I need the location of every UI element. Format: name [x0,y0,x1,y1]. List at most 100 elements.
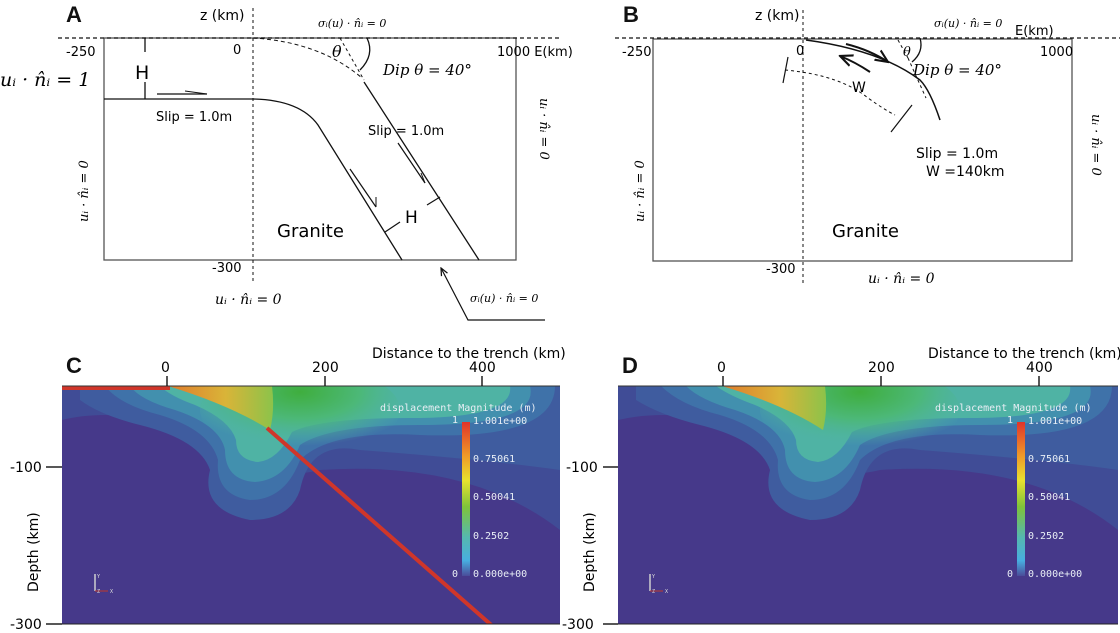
x-tick-label: 0 [717,360,726,376]
left-boundary-condition: uᵢ · n̂ᵢ = 0 [633,160,648,222]
svg-text:X: X [665,589,668,595]
colorbar-min-short: 0 [1007,569,1013,580]
slip-arrow-down [845,43,888,62]
contour-field [618,386,1118,624]
svg-text:Z: Z [652,589,655,595]
x-axis-title: Distance to the trench (km) [928,346,1120,362]
colorbar-label: 1.001e+00 [1028,416,1082,427]
y-axis-title: Depth (km) [582,512,598,592]
z-axis-label: z (km) [755,8,799,24]
width-arc [784,69,896,116]
svg-text:X: X [110,589,113,595]
tick-label-zero: 0 [233,43,241,58]
contour-field [62,386,560,624]
y-tick-label: -100 [566,460,598,476]
e-axis-label: E(km) [1015,24,1054,39]
x-axis-title: Distance to the trench (km) [372,346,566,362]
bottom-boundary-condition: uᵢ · n̂ᵢ = 0 [215,292,282,308]
right-boundary-condition: uᵢ · n̂ᵢ = 0 [536,98,551,160]
y-axis-title: Depth (km) [26,512,42,592]
x-tick-label: 200 [868,360,895,376]
dip-reference-line [907,57,927,99]
thickness-label: H [135,62,149,84]
tick-label-left: -250 [66,45,96,60]
theta-label: θ [903,45,911,60]
width-end-tick [890,104,913,133]
axes-triad-icon: Y Z X [94,574,113,595]
thickness-label: H [405,208,418,228]
max-displacement-wedge [168,386,274,430]
colorbar-label: 1.001e+00 [473,416,527,427]
thickness-tick [426,196,441,206]
model-domain [652,38,1073,262]
axes-triad-icon: Y Z X [649,574,668,595]
svg-text:Y: Y [97,574,100,580]
svg-text:Y: Y [652,574,655,580]
colorbar-label: 0.50041 [473,492,515,503]
top-boundary-condition: σᵢ(u) · n̂ᵢ = 0 [934,17,1002,30]
slab-upper-interface [104,98,403,261]
dip-label: Dip θ = 40° [382,61,472,79]
panel-b: B z (km) σᵢ(u) · n̂ᵢ = 0 E(km) -250 0 10… [615,2,1120,287]
fault-trace [805,39,941,121]
dip-reference-line [339,37,365,81]
panel-letter: B [623,2,639,27]
panel-letter: C [66,353,82,378]
tick-label-bottom: -300 [212,261,242,276]
bottom-right-boundary-condition: σᵢ(u) · n̂ᵢ = 0 [470,292,538,305]
theta-label: θ [332,42,342,61]
colorbar-label: 0.000e+00 [473,569,527,580]
y-tick-label: -100 [10,460,42,476]
slip-arrow-up [840,56,871,73]
slip-label: Slip = 1.0m [916,146,998,162]
slip-label: Slip = 1.0m [156,110,232,125]
dip-label: Dip θ = 40° [912,61,1002,79]
bottom-boundary-condition: uᵢ · n̂ᵢ = 0 [868,271,935,287]
slip-arrow-upper [349,168,377,208]
colorbar-label: 0.75061 [1028,454,1070,465]
right-boundary-condition: uᵢ · n̂ᵢ = 0 [1088,114,1103,176]
tick-label-left: -250 [622,45,652,60]
material-label: Granite [277,221,344,242]
x-tick-label: 0 [161,360,170,376]
colorbar-label: 0.2502 [1028,531,1064,542]
slab-lower-interface [363,81,480,261]
thickness-tick [384,221,401,233]
y-tick-label: -300 [562,617,594,633]
x-tick-label: 400 [1026,360,1053,376]
panel-a: A z (km) σᵢ(u) · n̂ᵢ = 0 -250 0 1000 E(k… [0,2,573,321]
left-outer-boundary-condition: uᵢ · n̂ᵢ = 1 [0,69,90,91]
width-value-label: W =140km [926,164,1005,180]
colorbar-label: 0.000e+00 [1028,569,1082,580]
slip-arrow-lower [397,142,426,184]
colorbar-title: displacement Magnitude (m) [380,403,537,414]
top-boundary-condition: σᵢ(u) · n̂ᵢ = 0 [318,17,386,30]
colorbar [1017,422,1025,576]
y-tick-label: -300 [10,617,42,633]
tick-label-zero: 0 [796,44,804,59]
width-label: W [852,80,866,96]
e-axis-label: 1000 E(km) [497,45,573,60]
slip-arrow-head [420,172,426,184]
colorbar-label: 0.2502 [473,531,509,542]
peak-displacement-region [200,386,400,455]
colorbar-max-short: 1 [1007,415,1013,426]
z-axis-label: z (km) [200,8,244,24]
slip-arrow-head [184,90,208,95]
panel-d: D Distance to the trench (km) 0 200 400 … [562,346,1120,633]
panel-c: C Distance to the trench (km) 0 200 400 … [10,346,566,633]
tick-label-bottom: -300 [766,262,796,277]
dip-angle-arc [359,37,371,71]
projected-fault-curve [252,37,363,79]
x-tick-label: 200 [312,360,339,376]
x-tick-label: 400 [469,360,496,376]
dip-angle-arc [911,37,922,63]
colorbar-min-short: 0 [452,569,458,580]
left-boundary-condition: uᵢ · n̂ᵢ = 0 [77,160,92,222]
colorbar-label: 0.50041 [1028,492,1070,503]
colorbar-label: 0.75061 [473,454,515,465]
max-displacement-wedge [722,386,827,430]
colorbar [462,422,470,576]
colorbar-max-short: 1 [452,415,458,426]
